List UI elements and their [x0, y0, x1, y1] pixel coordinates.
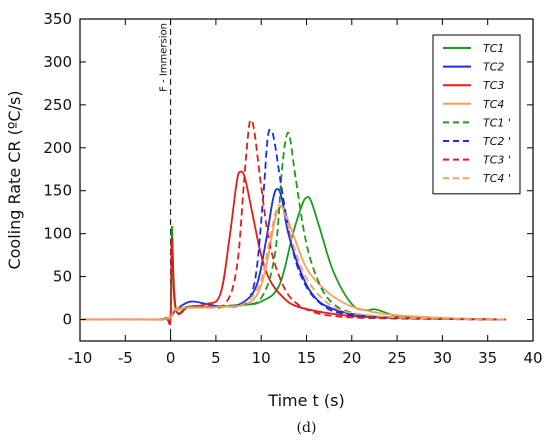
- x-axis-title: Time t (s): [267, 391, 344, 410]
- series-line-4: [79, 205, 506, 321]
- y-tick-label: 250: [43, 96, 72, 114]
- legend-label: TC4 ': [483, 172, 511, 185]
- y-tick-label: 200: [43, 139, 72, 157]
- y-tick-label: 350: [43, 10, 72, 28]
- x-tick-label: -5: [118, 349, 133, 367]
- y-tick-label: 50: [53, 268, 72, 286]
- legend-label: TC4: [483, 98, 504, 111]
- x-tick-label: 0: [166, 349, 176, 367]
- y-tick-label: 100: [43, 225, 72, 243]
- x-tick-label: 30: [433, 349, 452, 367]
- legend-label: TC3 ': [483, 154, 511, 167]
- immersion-label: F - Immersion: [159, 23, 170, 92]
- y-tick-label: 0: [62, 311, 72, 329]
- series-layer: [79, 119, 506, 326]
- y-tick-label: 300: [43, 53, 72, 71]
- x-tick-label: 20: [342, 349, 361, 367]
- series-line-8: [79, 204, 506, 321]
- x-tick-label: -10: [68, 349, 93, 367]
- legend: TC1 TC2 TC3 TC4 TC1 ' TC2 ' TC3 ' TC4 ': [432, 34, 521, 195]
- legend-label: TC2: [483, 61, 504, 74]
- legend-label: TC2 ': [483, 135, 511, 148]
- legend-label: TC3: [483, 79, 504, 92]
- legend-label: TC1 ': [483, 116, 511, 129]
- x-tick-label: 35: [478, 349, 497, 367]
- legend-label: TC1: [483, 42, 504, 55]
- series-line-3: [79, 170, 506, 325]
- x-tick-label: 15: [297, 349, 316, 367]
- y-axis-title: Cooling Rate CR (ºC/s): [5, 90, 24, 269]
- x-tick-label: 5: [211, 349, 221, 367]
- legend-box: [432, 34, 521, 195]
- panel-label: (d): [297, 420, 317, 436]
- axis-layer: 0 50 100 150 200 250 300 350 -10 -5 0 5 10 15 20 25 30 35…: [43, 10, 542, 367]
- x-tick-label: 10: [252, 349, 271, 367]
- x-tick-label: 40: [523, 349, 542, 367]
- y-tick-label: 150: [43, 182, 72, 200]
- x-tick-label: 25: [388, 349, 407, 367]
